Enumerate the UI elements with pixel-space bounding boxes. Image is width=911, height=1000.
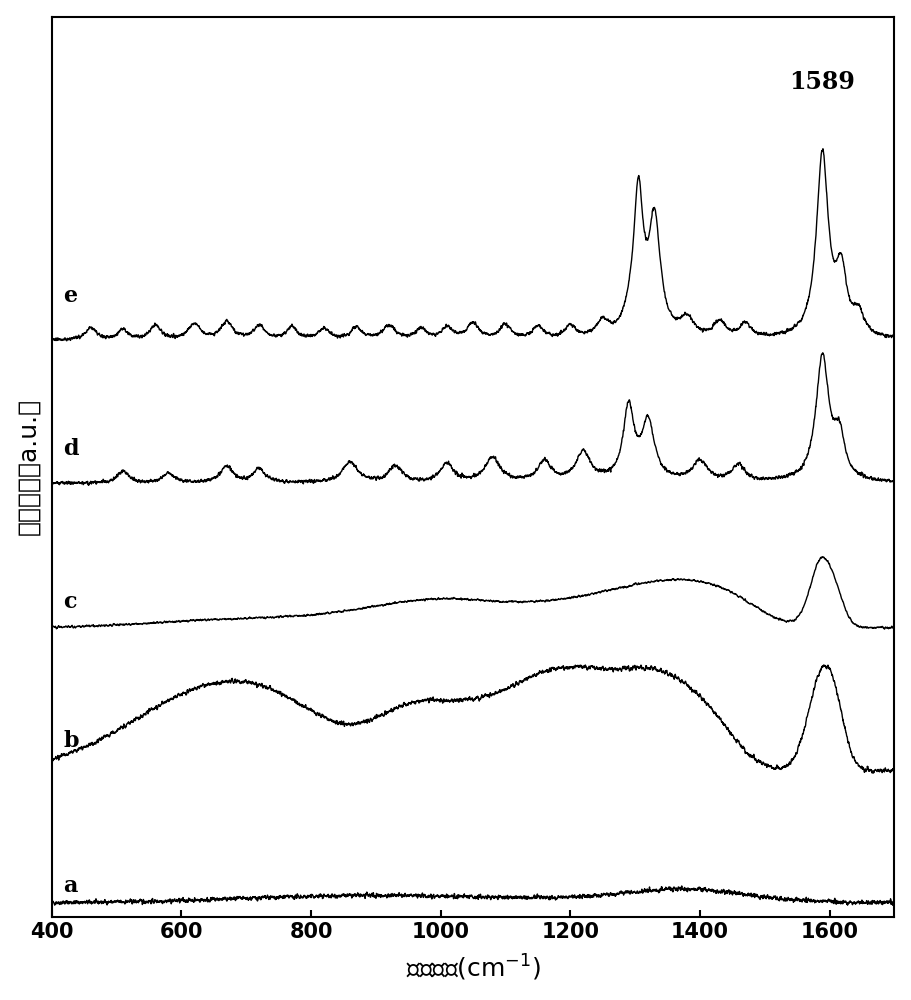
Text: 1589: 1589	[790, 70, 855, 94]
Text: e: e	[64, 285, 77, 307]
Y-axis label: 拉曼强度（a.u.）: 拉曼强度（a.u.）	[16, 398, 41, 535]
X-axis label: 拉曼位移(cm$^{-1}$): 拉曼位移(cm$^{-1}$)	[405, 953, 540, 983]
Text: a: a	[64, 875, 77, 897]
Text: c: c	[64, 591, 77, 613]
Text: b: b	[64, 730, 79, 752]
Text: d: d	[64, 438, 79, 460]
